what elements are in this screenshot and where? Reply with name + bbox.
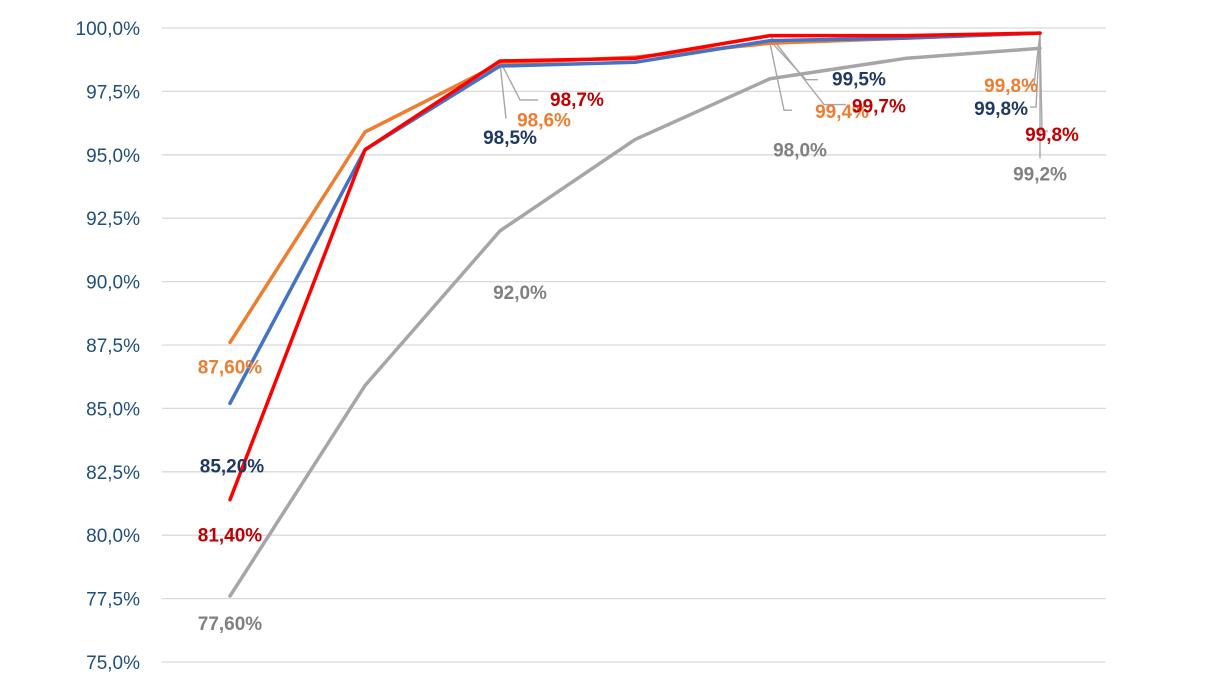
leader-line (769, 43, 792, 111)
y-tick-label: 87,5% (86, 336, 140, 357)
data-label: 85,20% (200, 456, 265, 477)
data-label: 99,7% (852, 97, 906, 118)
data-label: 98,7% (550, 90, 604, 111)
data-label: 77,60% (198, 614, 263, 635)
leader-line (1030, 33, 1041, 108)
y-tick-label: 100,0% (76, 19, 141, 40)
data-label: 99,2% (1013, 164, 1067, 185)
leader-line (499, 63, 507, 119)
y-axis-tick-labels: 75,0% 77,5% 80,0% 82,5% 85,0% 87,5% 90,0% 92,5%… (76, 19, 141, 674)
data-label: 99,8% (1025, 125, 1079, 146)
label-leader-lines (499, 32, 1048, 159)
data-label: 99,5% (832, 70, 886, 91)
leader-line (499, 60, 538, 101)
leader-line (769, 35, 846, 106)
y-tick-label: 75,0% (86, 653, 140, 674)
gridlines (162, 27, 1106, 663)
leader-line (1039, 33, 1048, 132)
series-lines (228, 31, 1042, 598)
y-tick-label: 97,5% (86, 82, 140, 103)
data-label: 99,8% (984, 76, 1038, 97)
data-label: 87,60% (198, 357, 263, 378)
y-tick-label: 82,5% (86, 463, 140, 484)
y-tick-label: 77,5% (86, 590, 140, 611)
series-line-0 (228, 46, 1042, 598)
data-label: 98,0% (773, 141, 827, 162)
data-label: 98,5% (483, 128, 537, 149)
data-label: 81,40% (198, 526, 263, 547)
leader-line (769, 40, 818, 81)
series-line-3 (228, 31, 1042, 502)
y-tick-label: 85,0% (86, 399, 140, 420)
data-label: 99,8% (974, 99, 1028, 120)
data-label: 98,6% (517, 111, 571, 132)
y-tick-label: 90,0% (86, 273, 140, 294)
leader-line (1026, 32, 1041, 86)
y-tick-label: 92,5% (86, 209, 140, 230)
y-tick-label: 80,0% (86, 526, 140, 547)
data-labels: 77,60%92,0%98,0%99,2%87,60%98,6% 99,4%99,… (198, 70, 1079, 635)
y-tick-label: 95,0% (86, 146, 140, 167)
data-label: 99,4% (815, 102, 869, 123)
data-label: 92,0% (493, 283, 547, 304)
